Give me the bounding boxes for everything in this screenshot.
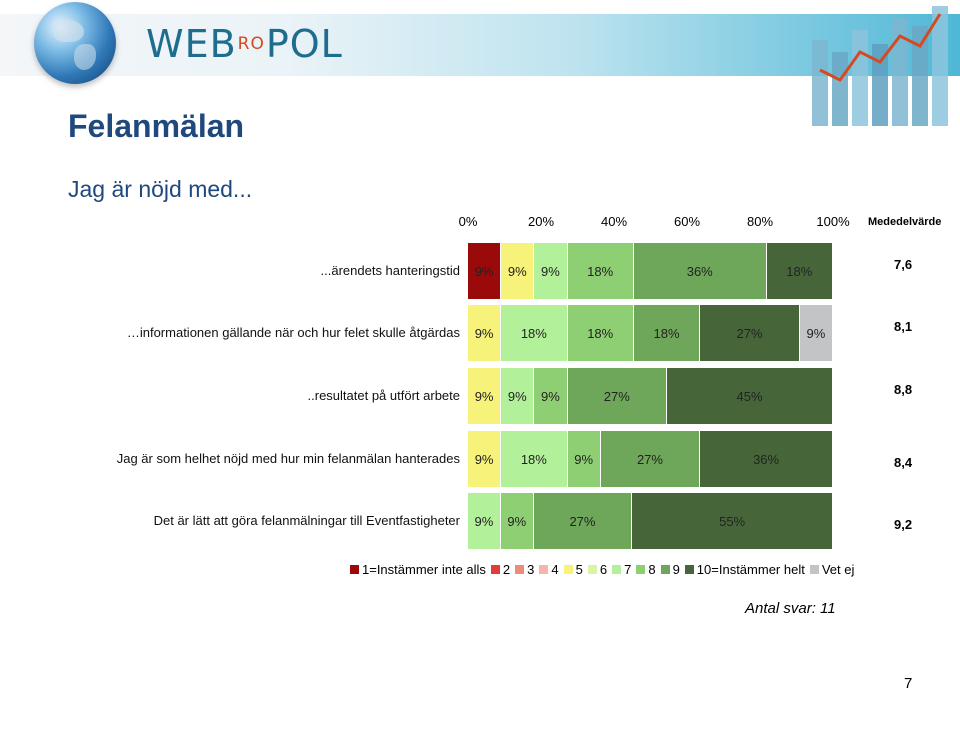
legend-swatch (612, 565, 622, 574)
x-axis-tick: 20% (527, 214, 555, 229)
bar-segment: 18% (501, 305, 568, 361)
stacked-bar: 9% 18% 18% 18% 27% 9% (468, 305, 833, 361)
bar-segment: 36% (633, 243, 767, 299)
bar-segment: 9% (567, 431, 601, 487)
row-mean-value: 9,2 (894, 517, 913, 532)
legend-item: 10=Instämmer helt (684, 562, 805, 577)
x-axis-tick: 80% (746, 214, 774, 229)
legend-label: 7 (624, 562, 632, 577)
bar-segment: 18% (766, 243, 833, 299)
header-band (0, 14, 960, 76)
bar-segment: 27% (567, 368, 668, 424)
legend-label: 4 (551, 562, 559, 577)
legend-swatch (809, 565, 819, 574)
logo-left: WEB (146, 22, 237, 66)
globe-logo-icon (34, 2, 116, 84)
bar-segment: 9% (799, 305, 833, 361)
bar-segment: 9% (501, 368, 535, 424)
row-label: ...ärendets hanteringstid (320, 263, 460, 278)
page-title: Felanmälan (68, 108, 245, 144)
legend-swatch (350, 565, 359, 574)
bar-segment: 9% (468, 368, 502, 424)
legend-swatch (563, 565, 573, 574)
legend-item: 9 (660, 562, 680, 577)
legend-label: 2 (502, 562, 511, 577)
bar-segment: 9% (468, 243, 502, 299)
mean-header: Mededelvärde (868, 216, 942, 228)
legend-item: Vet ej (809, 562, 855, 577)
bar-segment: 36% (700, 431, 833, 487)
legend-swatch (587, 565, 597, 574)
row-mean-value: 8,1 (894, 319, 913, 334)
legend-label: 5 (575, 562, 583, 577)
legend-swatch (490, 565, 500, 574)
bar-segment: 18% (567, 243, 634, 299)
x-axis-tick: 60% (673, 214, 701, 229)
bar-segment: 55% (632, 493, 833, 549)
bar-segment: 27% (533, 493, 633, 549)
legend-item: 8 (636, 562, 656, 577)
chart-legend: 1=Instämmer inte alls 2 3 4 5 6 7 8 9 10=Instämme… (350, 562, 859, 577)
legend-item: 1=Instämmer inte alls (350, 562, 486, 577)
bar-segment: 18% (567, 305, 634, 361)
row-label: ..resultatet på utfört arbete (307, 388, 460, 403)
legend-label: 10=Instämmer helt (696, 562, 805, 577)
stacked-bar: 9% 9% 9% 18% 36% 18% (468, 243, 833, 299)
legend-label: Vet ej (821, 562, 855, 577)
row-label: …informationen gällande när och hur fele… (126, 325, 460, 340)
bar-segment: 45% (667, 368, 833, 424)
row-label: Det är lätt att göra felanmälningar till… (153, 513, 460, 528)
page-number: 7 (904, 675, 913, 692)
bar-segment: 27% (700, 305, 800, 361)
bar-segment: 18% (501, 431, 568, 487)
x-axis-tick: 0% (458, 214, 478, 229)
x-axis-tick: 40% (600, 214, 628, 229)
legend-label: 9 (672, 562, 680, 577)
stacked-bar: 9% 18% 9% 27% 36% (468, 431, 833, 487)
row-mean-value: 8,4 (894, 455, 913, 470)
chart-subtitle: Jag är nöjd med... (68, 176, 253, 202)
response-count: Antal svar: 11 (745, 600, 836, 617)
bar-segment: 9% (534, 243, 568, 299)
webropol-logo: WEB RO POL (146, 22, 343, 66)
x-axis-tick: 100% (816, 214, 850, 229)
legend-item: 6 (587, 562, 608, 577)
bar-segment: 9% (500, 493, 534, 549)
legend-swatch (515, 565, 525, 574)
legend-swatch (636, 565, 646, 574)
legend-label: 3 (527, 562, 535, 577)
bar-segment: 18% (633, 305, 701, 361)
legend-item: 7 (612, 562, 631, 577)
legend-item: 3 (515, 562, 534, 577)
bar-segment: 27% (600, 431, 701, 487)
legend-swatch (660, 565, 670, 574)
legend-label: 1=Instämmer inte alls (362, 562, 486, 577)
stacked-bar: 9% 9% 27% 55% (468, 493, 833, 549)
bar-segment: 9% (468, 493, 501, 549)
bar-segment: 9% (501, 243, 535, 299)
legend-item: 4 (539, 562, 559, 577)
legend-label: 8 (648, 562, 656, 577)
row-mean-value: 7,6 (894, 257, 913, 272)
legend-label: 6 (599, 562, 608, 577)
stacked-bar: 9% 9% 9% 27% 45% (468, 368, 833, 424)
legend-item: 2 (490, 562, 511, 577)
legend-swatch (539, 565, 549, 574)
row-label: Jag är som helhet nöjd med hur min felan… (116, 451, 460, 466)
bar-segment: 9% (468, 431, 502, 487)
decorative-bar-graph-icon (812, 6, 948, 126)
bar-segment: 9% (534, 368, 568, 424)
legend-swatch (684, 565, 694, 574)
legend-item: 5 (563, 562, 583, 577)
bar-segment: 9% (468, 305, 502, 361)
logo-right: POL (265, 22, 343, 66)
row-mean-value: 8,8 (894, 382, 913, 397)
logo-mid: RO (237, 33, 265, 54)
